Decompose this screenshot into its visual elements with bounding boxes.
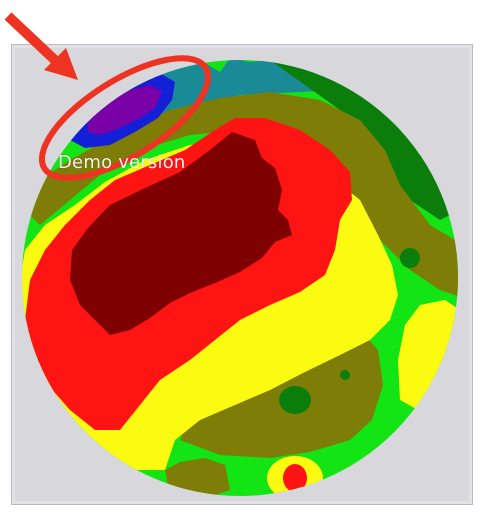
- level-yellow-right: [398, 300, 458, 410]
- green-speck: [279, 386, 311, 414]
- watermark-text: Demo version: [58, 152, 186, 173]
- level-purple: [88, 85, 162, 135]
- olive-dot: [340, 370, 350, 380]
- red-ellipse-icon: [38, 55, 212, 181]
- red-bullseye: [283, 464, 307, 492]
- green-dot: [400, 248, 420, 268]
- level-olive-band: [22, 92, 458, 300]
- red-arrow-icon: [4, 12, 78, 80]
- level-dark-red: [70, 132, 292, 335]
